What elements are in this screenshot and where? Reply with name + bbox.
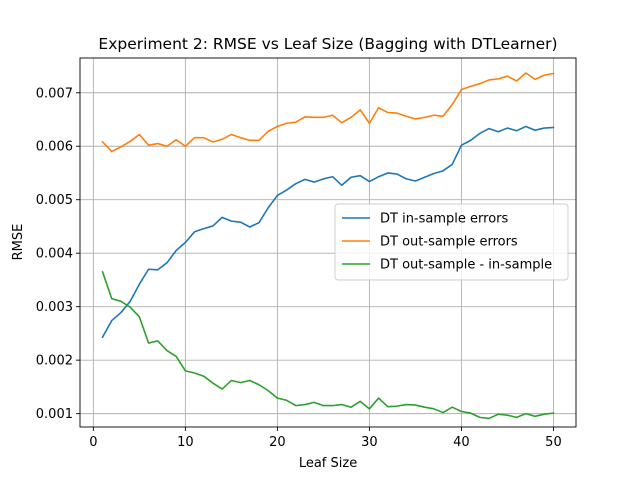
y-tick-label: 0.004	[36, 247, 73, 262]
x-tick-label: 50	[545, 435, 562, 450]
series-line-2	[101, 72, 555, 153]
legend-box	[334, 203, 569, 281]
chart-title: Experiment 2: RMSE vs Leaf Size (Bagging…	[98, 35, 557, 53]
y-tick-label: 0.005	[36, 193, 73, 208]
y-axis-label: RMSE	[11, 224, 26, 261]
series-line-1	[101, 125, 555, 339]
series-lines	[101, 72, 555, 420]
x-axis-label: Leaf Size	[299, 456, 357, 471]
x-tick-label: 30	[361, 435, 378, 450]
x-tick-label: 40	[453, 435, 470, 450]
x-tick-label: 0	[89, 435, 97, 450]
y-tick-label: 0.007	[36, 86, 73, 101]
x-axis: 0 10 20 30 40 50	[89, 427, 562, 450]
x-tick-label: 10	[177, 435, 194, 450]
y-tick-label: 0.002	[36, 354, 73, 369]
plot-frame	[79, 57, 577, 428]
legend: DT in-sample errors DT out-sample errors D…	[334, 203, 569, 281]
legend-label-2: DT out-sample errors	[380, 235, 518, 250]
y-tick-label: 0.006	[36, 140, 73, 155]
series-line-3	[101, 270, 555, 420]
x-tick-label: 20	[269, 435, 286, 450]
legend-label-3: DT out-sample - in-sample	[380, 258, 552, 273]
legend-label-1: DT in-sample errors	[380, 212, 508, 227]
y-tick-label: 0.003	[36, 300, 73, 315]
y-tick-label: 0.001	[36, 407, 73, 422]
y-axis: 0.001 0.002 0.003 0.004 0.005 0.006 0.007	[36, 86, 80, 422]
